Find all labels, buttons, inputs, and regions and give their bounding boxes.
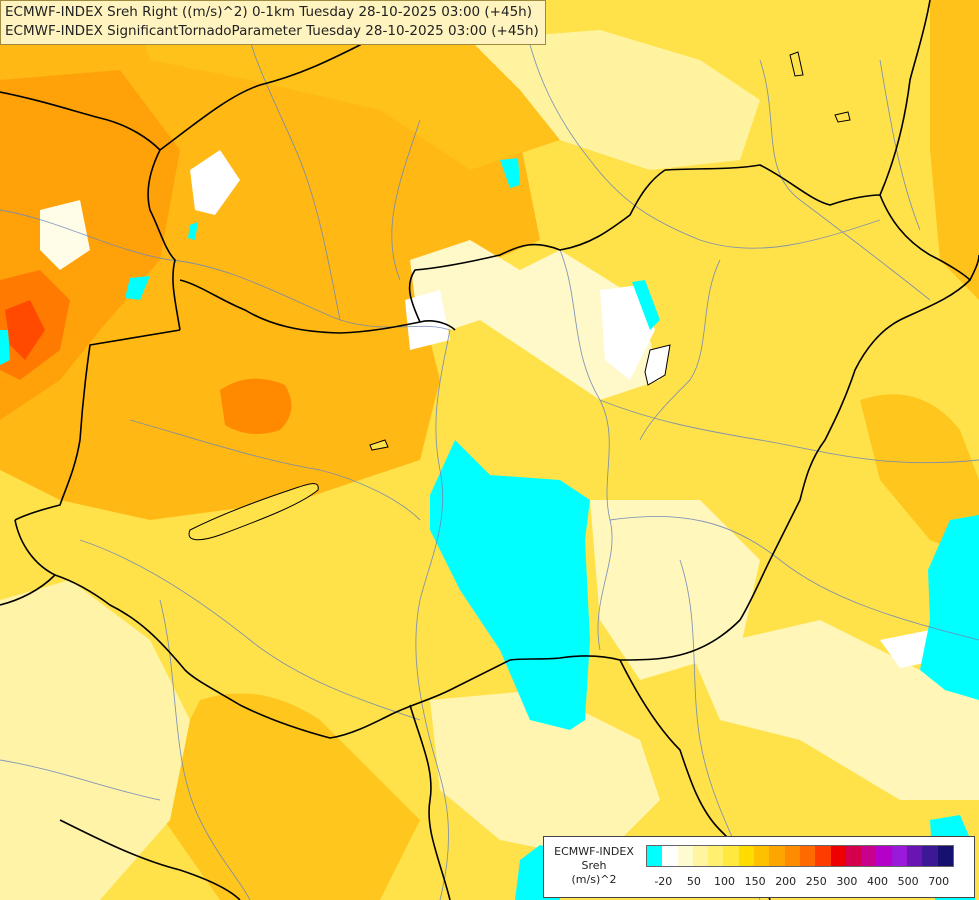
white-patch-1: [190, 150, 240, 215]
legend-swatch: [723, 846, 739, 866]
cyan-spot-4: [0, 330, 10, 365]
legend-tick-label: 250: [805, 875, 827, 888]
legend-swatch: [845, 846, 862, 866]
lake-tisza: [644, 344, 671, 386]
border-poland-ukraine: [879, 0, 931, 196]
orange-south-west: [150, 693, 420, 900]
title-line-2: ECMWF-INDEX SignificantTornadoParameter …: [5, 23, 539, 39]
legend-swatch: [769, 846, 785, 866]
border-slovenia-croatia: [0, 519, 56, 606]
color-legend: ECMWF-INDEX Sreh (m/s)^2 -20 50 100 150 200 2…: [543, 836, 975, 898]
legend-swatch: [647, 846, 663, 866]
orange-east-mid: [860, 394, 979, 560]
pale-yellow-center: [410, 240, 660, 400]
legend-swatch: [784, 846, 800, 866]
legend-line-1: ECMWF-INDEX: [554, 845, 634, 858]
legend-swatches: [646, 845, 954, 867]
legend-ticks: -20 50 100 150 200 250 300 400 500 700: [646, 875, 968, 891]
legend-swatch: [754, 846, 770, 866]
border-austria-slovakia-hungary: [179, 279, 456, 334]
dark-orange-spot: [220, 378, 292, 434]
cyan-region-central: [430, 440, 590, 730]
cyan-spot-7: [188, 222, 198, 240]
legend-tick-label: 400: [867, 875, 888, 888]
border-croatia-bosnia: [59, 819, 241, 900]
legend-swatch: [799, 846, 816, 866]
orange-east-edge: [930, 0, 979, 300]
legend-line-3: (m/s)^2: [571, 873, 617, 886]
legend-tick-label: 500: [897, 875, 919, 888]
legend-tick-label: 50: [686, 875, 701, 888]
legend-swatch: [662, 846, 678, 866]
cyan-spot-2: [632, 280, 660, 330]
legend-tick-label: 300: [836, 875, 858, 888]
border-serbia-croatia: [409, 704, 451, 900]
border-hungary-croatia: [54, 574, 331, 739]
legend-swatch: [815, 846, 831, 866]
white-patch-4: [405, 290, 450, 350]
lake-velence: [369, 439, 389, 451]
pale-yellow-se: [590, 500, 760, 680]
legend-swatch: [907, 846, 923, 866]
legend-tick-label: 100: [714, 875, 735, 888]
legend-swatch: [922, 846, 938, 866]
lake-balaton: [188, 483, 319, 541]
pale-yellow-sw: [0, 580, 190, 900]
title-line-1: ECMWF-INDEX Sreh Right ((m/s)^2) 0-1km T…: [5, 4, 532, 20]
cyan-spot-3: [125, 276, 150, 300]
legend-line-2: Sreh: [581, 859, 607, 872]
cyan-spot-1: [500, 158, 520, 188]
legend-swatch: [937, 846, 953, 866]
legend-swatch: [876, 846, 892, 866]
border-slovakia-hungary-north: [408, 169, 666, 323]
cyan-region-east: [920, 515, 979, 700]
border-hungary-austria-west: [14, 329, 181, 521]
chart-title: ECMWF-INDEX Sreh Right ((m/s)^2) 0-1km T…: [0, 0, 546, 45]
legend-label: ECMWF-INDEX Sreh (m/s)^2: [546, 845, 642, 887]
legend-tick-label: 700: [928, 875, 950, 888]
red-spot: [5, 300, 45, 360]
legend-tick-label: -20: [654, 875, 673, 888]
legend-swatch: [861, 846, 877, 866]
border-czech-slovak-austria: [0, 91, 181, 331]
legend-swatch: [891, 846, 908, 866]
legend-tick-label: 150: [744, 875, 766, 888]
legend-swatch: [738, 846, 755, 866]
legend-tick-label: 200: [775, 875, 797, 888]
pale-yellow-south: [430, 690, 660, 860]
legend-swatch: [708, 846, 724, 866]
white-patch-2: [40, 200, 90, 270]
legend-swatch: [830, 846, 846, 866]
border-hungary-serbia: [329, 659, 511, 739]
lake-small-ne: [834, 111, 851, 123]
legend-swatch: [692, 846, 709, 866]
white-patch-3: [600, 285, 655, 380]
lake-small-n: [789, 51, 804, 77]
border-slovakia-ukraine: [664, 164, 881, 206]
legend-swatch: [677, 846, 693, 866]
pale-yellow-north: [470, 30, 760, 170]
